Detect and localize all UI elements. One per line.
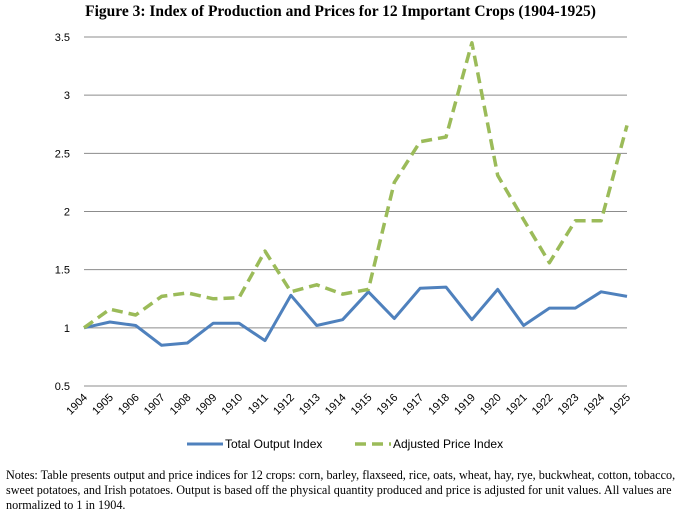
x-tick-label: 1913 — [297, 392, 323, 418]
chart-notes: Notes: Table presents output and price i… — [6, 468, 676, 512]
x-tick-label: 1914 — [323, 392, 349, 418]
y-tick-label: 0.5 — [55, 381, 70, 393]
x-tick-label: 1912 — [271, 392, 297, 418]
x-tick-label: 1918 — [426, 392, 452, 418]
x-axis-ticks: 1904 1905 1906 1907 1908 1909 1910 1911 1912 1913… — [64, 392, 633, 418]
y-tick-label: 1 — [64, 323, 70, 335]
series-line-0 — [83, 285, 628, 347]
y-axis-ticks: 0.5 1 1.5 2 2.5 3 3.5 — [55, 32, 70, 393]
x-tick-label: 1924 — [581, 392, 607, 418]
x-tick-label: 1925 — [607, 392, 633, 418]
x-tick-label: 1920 — [478, 392, 504, 418]
x-tick-label: 1905 — [90, 392, 116, 418]
gridlines — [84, 36, 627, 387]
chart-title: Figure 3: Index of Production and Prices… — [85, 3, 596, 20]
x-tick-label: 1917 — [400, 392, 426, 418]
x-tick-label: 1909 — [194, 392, 220, 418]
x-tick-label: 1911 — [246, 392, 271, 417]
x-tick-label: 1915 — [349, 392, 375, 418]
x-tick-label: 1923 — [556, 392, 582, 418]
x-tick-label: 1907 — [142, 392, 168, 418]
series-line-1 — [82, 41, 629, 330]
x-tick-label: 1908 — [168, 392, 194, 418]
x-tick-label: 1916 — [375, 392, 401, 418]
x-tick-label: 1910 — [219, 392, 245, 418]
legend: Total Output Index Adjusted Price Index — [187, 437, 503, 451]
x-tick-label: 1919 — [452, 392, 478, 418]
legend-label-0: Total Output Index — [225, 437, 322, 451]
y-tick-label: 2.5 — [55, 148, 70, 160]
legend-label-1: Adjusted Price Index — [393, 437, 503, 451]
series-lines — [82, 41, 629, 347]
y-tick-label: 1.5 — [55, 265, 70, 277]
y-tick-label: 3.5 — [55, 32, 70, 44]
y-tick-label: 2 — [64, 207, 70, 219]
y-tick-label: 3 — [64, 90, 70, 102]
line-chart: 0.5 1 1.5 2 2.5 3 3.5 1904 1905 1906 1907 1908 1909… — [55, 32, 633, 451]
x-tick-label: 1922 — [530, 392, 556, 418]
x-tick-label: 1904 — [64, 392, 90, 418]
x-tick-label: 1921 — [504, 392, 530, 418]
x-tick-label: 1906 — [116, 392, 142, 418]
